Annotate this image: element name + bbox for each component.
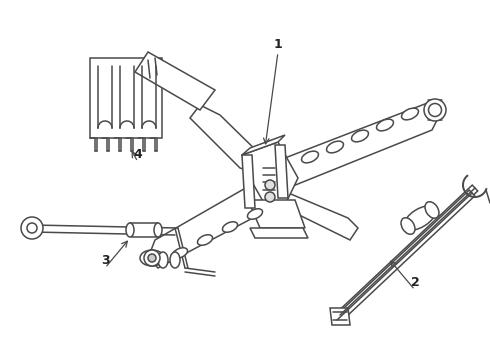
Polygon shape — [250, 228, 308, 238]
Polygon shape — [242, 155, 255, 208]
Circle shape — [144, 250, 160, 266]
Circle shape — [265, 192, 275, 202]
Ellipse shape — [222, 222, 238, 232]
Polygon shape — [265, 102, 438, 192]
Polygon shape — [248, 200, 305, 228]
Ellipse shape — [326, 141, 343, 153]
Ellipse shape — [401, 108, 418, 120]
Polygon shape — [148, 178, 270, 268]
Ellipse shape — [197, 235, 213, 245]
Circle shape — [265, 180, 275, 190]
Ellipse shape — [404, 206, 436, 230]
Ellipse shape — [424, 99, 446, 121]
Circle shape — [21, 217, 43, 239]
Ellipse shape — [154, 223, 162, 237]
Text: 4: 4 — [134, 148, 143, 161]
Ellipse shape — [351, 130, 368, 142]
Text: 1: 1 — [273, 37, 282, 50]
Polygon shape — [337, 185, 478, 318]
Ellipse shape — [140, 250, 164, 266]
Ellipse shape — [126, 223, 134, 237]
Ellipse shape — [401, 218, 415, 234]
Polygon shape — [275, 145, 288, 198]
Text: 3: 3 — [100, 253, 109, 266]
Text: 2: 2 — [411, 275, 419, 288]
Ellipse shape — [301, 151, 319, 163]
Ellipse shape — [158, 252, 168, 268]
Ellipse shape — [170, 252, 180, 268]
Polygon shape — [242, 142, 298, 210]
Polygon shape — [135, 52, 215, 110]
Polygon shape — [242, 135, 285, 155]
Ellipse shape — [425, 202, 439, 218]
Polygon shape — [190, 105, 268, 175]
Ellipse shape — [172, 248, 188, 258]
Polygon shape — [334, 190, 475, 323]
Polygon shape — [278, 192, 358, 240]
Circle shape — [27, 223, 37, 233]
Ellipse shape — [376, 119, 393, 131]
Circle shape — [148, 254, 156, 262]
Polygon shape — [90, 58, 162, 138]
Ellipse shape — [247, 209, 263, 219]
Ellipse shape — [428, 104, 441, 117]
Polygon shape — [330, 308, 350, 325]
Polygon shape — [130, 223, 160, 237]
